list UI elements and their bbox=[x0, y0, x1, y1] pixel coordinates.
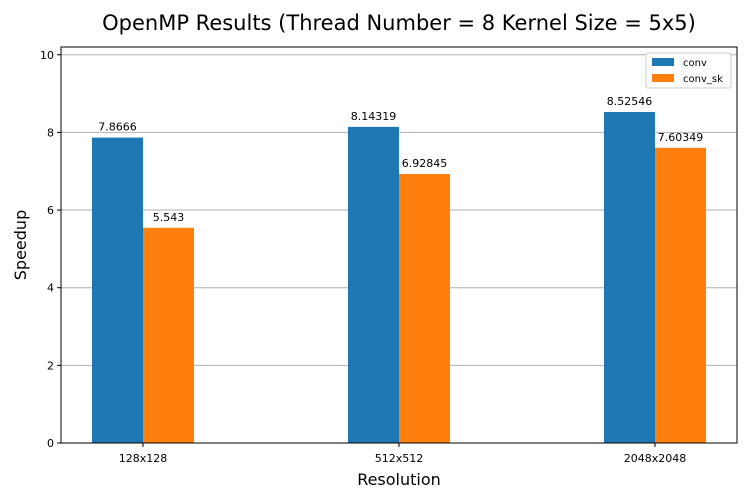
y-axis-ticks: 0 2 4 6 8 10 bbox=[40, 49, 61, 450]
bar-value-label: 8.14319 bbox=[351, 110, 397, 123]
bar-value-label: 6.92845 bbox=[402, 157, 448, 170]
bar-conv_sk bbox=[655, 147, 706, 444]
bar-value-label: 5.543 bbox=[153, 211, 185, 224]
x-axis-ticks: 128x128 512x512 2048x2048 bbox=[119, 443, 687, 465]
bar-conv_sk bbox=[143, 227, 194, 443]
bar-conv bbox=[348, 126, 399, 443]
bar-value-label: 7.60349 bbox=[658, 131, 704, 144]
bar-value-label: 8.52546 bbox=[607, 95, 653, 108]
x-tick-label: 128x128 bbox=[119, 452, 168, 465]
y-axis-label: Speedup bbox=[11, 210, 30, 280]
chart-title: OpenMP Results (Thread Number = 8 Kernel… bbox=[102, 11, 696, 35]
legend-label-conv_sk: conv_sk bbox=[683, 74, 723, 85]
legend-label-conv: conv bbox=[683, 58, 707, 69]
legend-swatch-conv_sk bbox=[652, 74, 674, 82]
y-tick-label: 2 bbox=[47, 359, 54, 372]
bar-conv_sk bbox=[399, 174, 450, 443]
legend: conv conv_sk bbox=[645, 52, 732, 89]
bar-conv bbox=[604, 112, 655, 444]
x-axis-label: Resolution bbox=[357, 470, 441, 489]
x-tick-label: 512x512 bbox=[375, 452, 424, 465]
bar-conv bbox=[92, 137, 143, 443]
legend-swatch-conv bbox=[652, 58, 674, 66]
y-tick-label: 0 bbox=[47, 437, 54, 450]
bar-value-label: 7.8666 bbox=[98, 121, 137, 134]
bars bbox=[92, 112, 706, 444]
bar-data-labels: 7.8666 8.14319 8.52546 5.543 6.92845 7.60349 bbox=[98, 95, 703, 224]
y-tick-label: 8 bbox=[47, 126, 54, 139]
y-tick-label: 10 bbox=[40, 49, 54, 62]
y-tick-label: 6 bbox=[47, 204, 54, 217]
y-tick-label: 4 bbox=[47, 282, 54, 295]
x-tick-label: 2048x2048 bbox=[624, 452, 687, 465]
